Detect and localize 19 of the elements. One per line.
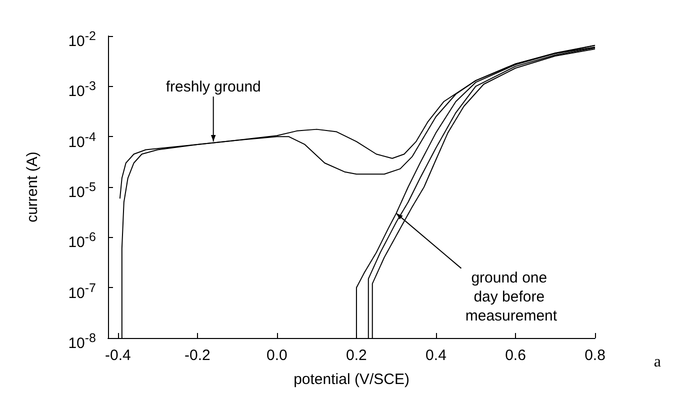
y-tick-label: 10$^{-8}$ — [68, 330, 96, 353]
text: a — [654, 354, 662, 370]
annotation: ground one day before measurement — [465, 269, 558, 324]
y-tick-label: 10$^{-5}$ — [68, 179, 96, 202]
x-axis-title: potential (V/SCE) — [294, 371, 410, 388]
y-tick-label: 10$^{-6}$ — [68, 229, 96, 252]
x-tick-label: 0.8 — [584, 347, 606, 364]
y-axis-title: current (A) — [24, 152, 41, 222]
x-tick-label: 0.6 — [505, 347, 526, 364]
x-tick-label: 0.2 — [346, 347, 367, 364]
x-tick-label: -0.4 — [105, 347, 131, 364]
x-tick-label: 0.0 — [266, 347, 288, 364]
y-tick-label: 10$^{-2}$ — [68, 28, 96, 51]
x-tick-label: -0.2 — [184, 347, 210, 364]
y-tick-label: 10$^{-7}$ — [68, 280, 96, 303]
annotation: freshly ground — [166, 78, 261, 96]
x-tick-label: 0.4 — [426, 347, 446, 364]
y-tick-label: 10$^{-3}$ — [68, 78, 96, 102]
y-tick-label: 10$^{-4}$ — [68, 128, 96, 152]
